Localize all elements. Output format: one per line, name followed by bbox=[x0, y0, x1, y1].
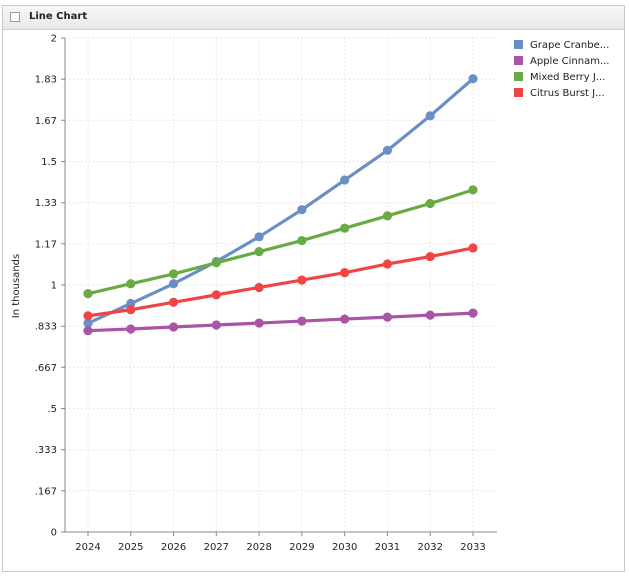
x-tick-label: 2024 bbox=[75, 542, 100, 553]
x-tick-label: 2026 bbox=[161, 542, 186, 553]
panel-title: Line Chart bbox=[29, 11, 88, 22]
x-tick-label: 2028 bbox=[246, 542, 271, 553]
data-point bbox=[297, 275, 307, 285]
data-point bbox=[382, 259, 393, 269]
y-tick-label: .167 bbox=[35, 486, 57, 497]
data-point bbox=[382, 145, 393, 155]
data-point bbox=[83, 289, 93, 299]
y-tick-label: 1.5 bbox=[41, 157, 57, 168]
y-tick-label: 0 bbox=[51, 528, 57, 539]
data-point bbox=[425, 310, 435, 320]
y-tick-label: 1.67 bbox=[35, 116, 57, 127]
data-point bbox=[340, 223, 350, 233]
data-point bbox=[83, 326, 93, 336]
data-point bbox=[254, 282, 264, 293]
data-point bbox=[126, 324, 136, 334]
data-point bbox=[168, 297, 179, 307]
data-point bbox=[254, 318, 264, 328]
data-point bbox=[340, 175, 350, 185]
data-point bbox=[297, 205, 307, 215]
data-point bbox=[297, 316, 307, 326]
series-line bbox=[87, 246, 474, 318]
y-tick-label: .5 bbox=[47, 404, 57, 415]
data-point bbox=[168, 322, 179, 332]
y-tick-labels: 0 .167 .333 .5 .667 .833 1 1.17 1.33 1.5 1.67 1.83 2 bbox=[35, 34, 57, 539]
y-tick-label: 1.33 bbox=[35, 198, 57, 209]
y-axis-label: In thousands bbox=[11, 254, 22, 318]
series-line bbox=[87, 311, 474, 333]
x-tick-label: 2032 bbox=[417, 542, 442, 553]
data-point bbox=[297, 235, 307, 246]
x-tick-labels: 2024 2025 2026 2027 2028 2029 2030 2031 2032 2033 bbox=[75, 542, 485, 553]
legend-label: Apple Cinnam... bbox=[530, 56, 610, 67]
legend-swatch bbox=[514, 40, 523, 49]
x-tick-label: 2033 bbox=[460, 542, 485, 553]
data-point bbox=[83, 318, 93, 328]
data-point bbox=[211, 320, 221, 330]
grid-lines bbox=[65, 37, 497, 532]
data-point bbox=[83, 311, 93, 321]
y-tick-label: .333 bbox=[35, 445, 57, 456]
panel-titlebar: Line Chart bbox=[3, 6, 624, 30]
data-point bbox=[382, 211, 393, 221]
data-point bbox=[468, 243, 478, 253]
data-point bbox=[211, 258, 221, 268]
data-point bbox=[254, 247, 264, 257]
data-point bbox=[468, 74, 478, 84]
legend-label: Citrus Burst J... bbox=[530, 88, 605, 99]
series-mixed-berry-j bbox=[83, 185, 478, 299]
data-point bbox=[168, 269, 179, 279]
y-tick-label: 2 bbox=[51, 34, 57, 45]
legend: Grape Cranbe... Apple Cinnam... Mixed Berr… bbox=[514, 40, 610, 99]
x-tick-label: 2030 bbox=[332, 542, 357, 553]
data-point bbox=[126, 305, 136, 315]
y-tick-label: 1.17 bbox=[35, 239, 57, 250]
data-point bbox=[425, 111, 435, 121]
data-point bbox=[468, 308, 478, 318]
data-point bbox=[211, 290, 221, 300]
y-tick-label: .667 bbox=[35, 363, 57, 374]
y-tick-label: .833 bbox=[35, 322, 57, 333]
x-tick-label: 2031 bbox=[375, 542, 400, 553]
x-tick-label: 2027 bbox=[204, 542, 229, 553]
data-point bbox=[254, 232, 264, 242]
data-point bbox=[425, 251, 435, 262]
series-group bbox=[83, 74, 478, 336]
legend-label: Grape Cranbe... bbox=[530, 40, 609, 51]
series-line bbox=[87, 188, 474, 296]
series-grape-cranbe bbox=[83, 74, 478, 328]
legend-swatch bbox=[514, 72, 523, 81]
legend-label: Mixed Berry J... bbox=[530, 72, 605, 83]
axes bbox=[61, 37, 497, 536]
legend-swatch bbox=[514, 88, 523, 97]
series-apple-cinnam bbox=[83, 308, 478, 336]
data-point bbox=[468, 185, 478, 195]
legend-swatch bbox=[514, 56, 523, 65]
data-point bbox=[168, 279, 179, 289]
data-point bbox=[340, 268, 350, 278]
data-point bbox=[340, 314, 350, 324]
y-tick-label: 1 bbox=[51, 281, 57, 292]
x-tick-label: 2029 bbox=[289, 542, 314, 553]
data-point bbox=[382, 312, 393, 322]
series-citrus-burst-j bbox=[83, 243, 478, 321]
panel-checkbox[interactable] bbox=[10, 12, 20, 22]
series-line bbox=[87, 77, 475, 325]
x-tick-label: 2025 bbox=[118, 542, 143, 553]
y-tick-label: 1.83 bbox=[35, 75, 57, 86]
data-point bbox=[425, 198, 435, 209]
data-point bbox=[126, 279, 136, 289]
